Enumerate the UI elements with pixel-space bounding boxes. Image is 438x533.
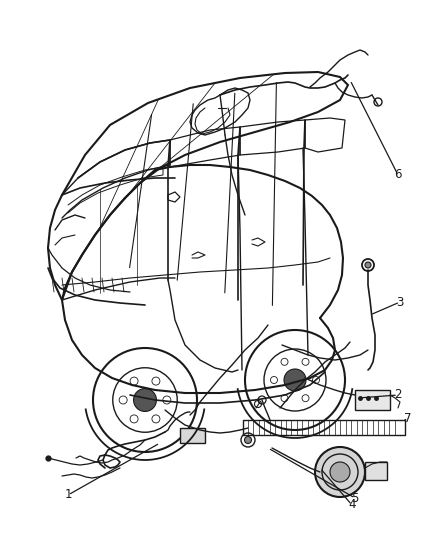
Circle shape	[365, 262, 371, 268]
Circle shape	[330, 462, 350, 482]
Circle shape	[315, 447, 365, 497]
Text: 7: 7	[404, 411, 412, 424]
Bar	[180, 428, 205, 443]
Text: 3: 3	[396, 295, 404, 309]
Circle shape	[134, 389, 156, 411]
Text: 4: 4	[348, 498, 356, 512]
Text: 2: 2	[394, 389, 402, 401]
Bar	[365, 462, 387, 480]
Circle shape	[244, 437, 251, 443]
Text: 1: 1	[64, 489, 72, 502]
Text: 5: 5	[351, 491, 359, 505]
Text: 6: 6	[394, 168, 402, 182]
Bar	[355, 390, 390, 410]
Circle shape	[284, 369, 306, 391]
